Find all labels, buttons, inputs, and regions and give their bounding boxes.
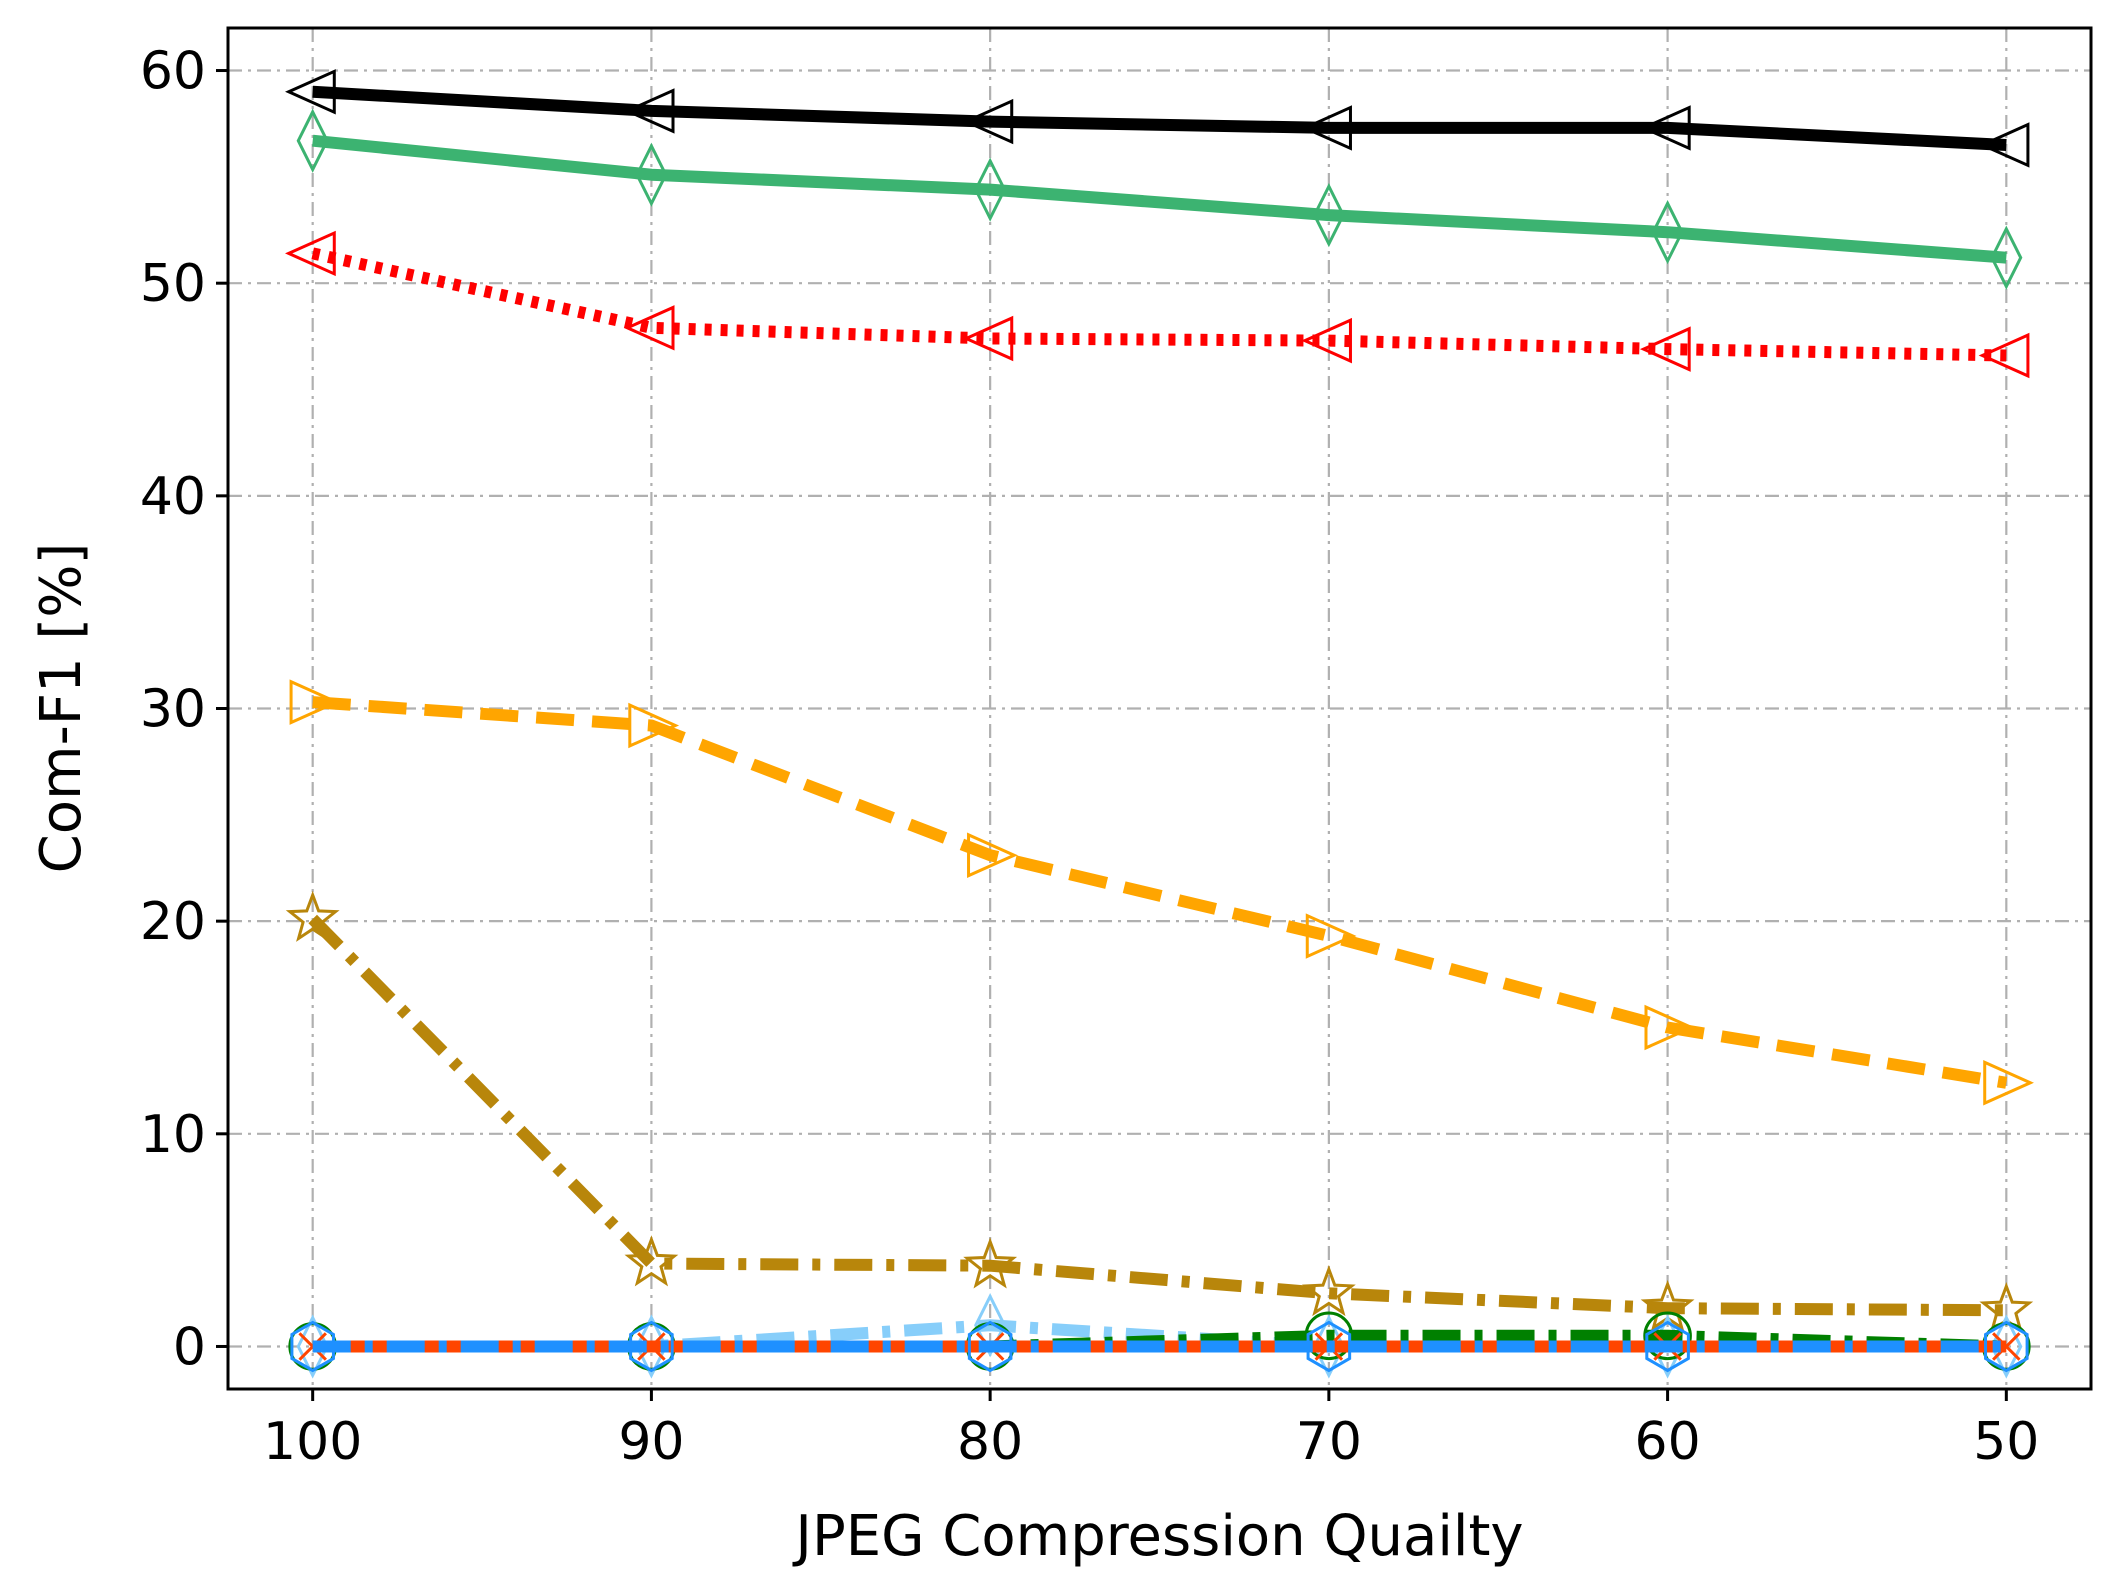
series-line: [312, 134, 2007, 264]
data-point: [967, 1320, 1013, 1373]
series-4: [289, 679, 2034, 1106]
data-point: [962, 315, 1014, 362]
y-tick-label: 20: [140, 892, 206, 952]
data-point: [285, 890, 340, 942]
y-tick-label: 60: [140, 42, 206, 102]
x-tick-label: 100: [263, 1412, 362, 1472]
data-point: [285, 69, 336, 115]
series-line: [312, 696, 2008, 1089]
series-9: [290, 1320, 2029, 1373]
data-point: [1990, 225, 2023, 290]
grid: [228, 28, 2091, 1389]
data-point: [962, 98, 1014, 145]
data-point: [1978, 122, 2030, 168]
data-point: [1301, 317, 1352, 364]
series-line: [311, 247, 2007, 362]
data-point: [298, 1332, 327, 1361]
series-2: [296, 108, 2023, 290]
data-point: [629, 1320, 674, 1373]
series-3: [285, 230, 2030, 379]
data-point: [285, 230, 336, 277]
y-tick-label: 50: [140, 254, 206, 314]
y-tick-label: 40: [140, 467, 206, 527]
data-point: [1301, 1265, 1356, 1317]
data-point: [1644, 1004, 1696, 1051]
x-tick-label: 90: [618, 1412, 684, 1472]
axis-ticks: 100 90 80 70 60 50 0 10 20 30 40 50 60: [140, 42, 2040, 1472]
x-tick-label: 70: [1296, 1412, 1362, 1472]
data-point: [624, 1235, 679, 1287]
data-point: [967, 832, 1018, 878]
data-point: [635, 142, 668, 207]
data-point: [974, 1293, 1007, 1358]
data-point: [637, 1332, 666, 1361]
x-tick-label: 50: [1973, 1412, 2039, 1472]
data-point: [1983, 1060, 2034, 1106]
data-point: [1305, 913, 1357, 959]
plot-frame: [226, 26, 2093, 1391]
data-point: [1645, 1320, 1690, 1373]
x-tick-label: 60: [1635, 1412, 1701, 1472]
y-axis-title: Com-F1 [%]: [29, 543, 94, 874]
data-point: [1639, 326, 1691, 372]
series-layer: [285, 69, 2034, 1379]
series-line: [312, 85, 2007, 151]
data-point: [1992, 1332, 2021, 1361]
data-point: [1984, 1320, 2029, 1373]
data-point: [628, 702, 680, 749]
data-point: [1306, 1320, 1352, 1373]
x-axis-title: JPEG Compression Quailty: [792, 1504, 1523, 1569]
data-point: [289, 679, 341, 725]
data-point: [974, 157, 1007, 222]
y-tick-label: 30: [140, 680, 206, 740]
data-point: [1301, 105, 1352, 151]
data-point: [1304, 1311, 1354, 1361]
series-line: [308, 914, 2007, 1317]
data-point: [1978, 332, 2030, 379]
y-tick-label: 0: [173, 1317, 206, 1377]
data-point: [1643, 1311, 1692, 1361]
data-point: [623, 305, 675, 351]
data-point: [623, 88, 675, 134]
series-1: [285, 69, 2030, 168]
data-point: [963, 1237, 1018, 1289]
data-point: [290, 1320, 335, 1373]
data-point: [296, 108, 329, 173]
data-point: [1312, 182, 1345, 248]
data-point: [1639, 105, 1691, 151]
x-tick-label: 80: [957, 1412, 1023, 1472]
data-point: [1651, 199, 1684, 265]
y-tick-label: 10: [140, 1105, 206, 1165]
